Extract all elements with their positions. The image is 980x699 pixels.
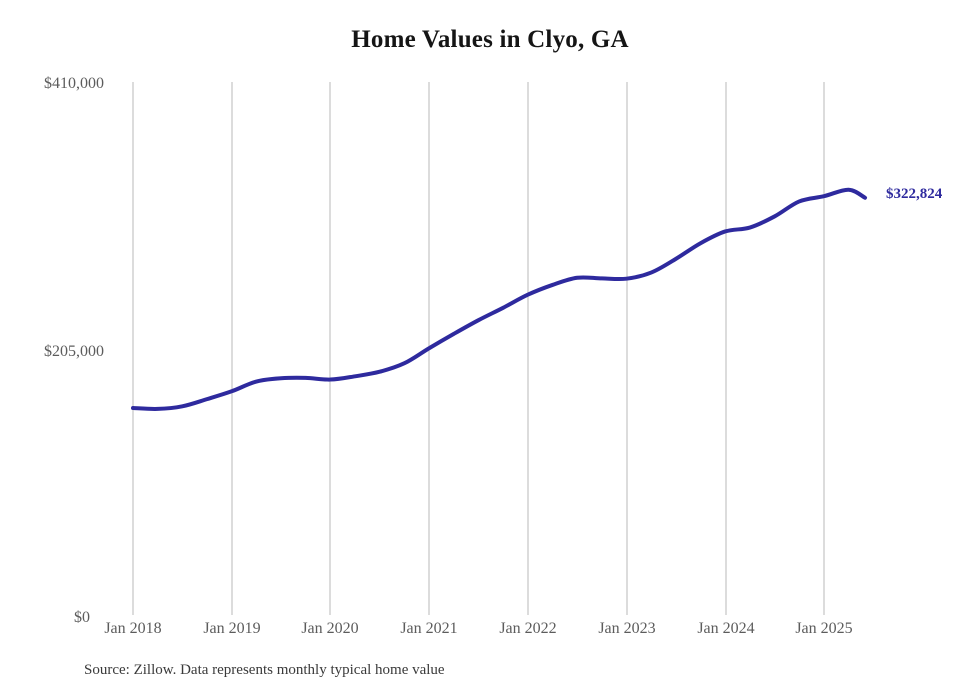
x-axis-tick-jan-2025: Jan 2025 xyxy=(795,620,853,637)
x-axis-tick-jan-2024: Jan 2024 xyxy=(697,620,755,637)
endpoint-value-label: $322,824 xyxy=(886,186,943,202)
y-axis-label-top: $410,000 xyxy=(44,75,104,92)
x-axis-tick-jan-2021: Jan 2021 xyxy=(400,620,458,637)
data-series-line xyxy=(131,187,868,411)
x-axis-tick-jan-2023: Jan 2023 xyxy=(598,620,656,637)
y-axis-label-mid: $205,000 xyxy=(44,343,104,360)
chart-title: Home Values in Clyo, GA xyxy=(351,26,629,53)
gridlines xyxy=(132,82,825,615)
x-axis-tick-jan-2020: Jan 2020 xyxy=(301,620,359,637)
x-axis-tick-jan-2018: Jan 2018 xyxy=(104,620,162,637)
y-axis-label-zero: $0 xyxy=(74,609,90,626)
x-axis-tick-jan-2019: Jan 2019 xyxy=(203,620,261,637)
x-axis-tick-jan-2022: Jan 2022 xyxy=(499,620,557,637)
source-note: Source: Zillow. Data represents monthly … xyxy=(84,662,445,678)
